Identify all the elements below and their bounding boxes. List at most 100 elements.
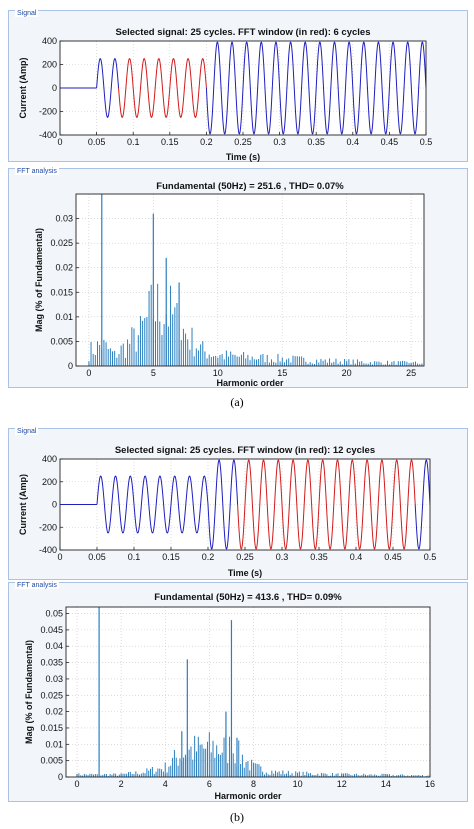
x-tick-label: 0.2 [202, 552, 215, 562]
signal-segment-3 [205, 41, 426, 135]
x-tick-label: 0.05 [88, 137, 106, 147]
y-tick-label: 0 [58, 772, 63, 782]
y-tick-label: 0.005 [50, 336, 73, 346]
x-tick-label: 0.25 [234, 137, 252, 147]
x-tick-label: 0 [57, 137, 62, 147]
y-axis-label: Current (Amp) [18, 474, 28, 535]
plot-title: Fundamental (50Hz) = 413.6 , THD= 0.09% [154, 592, 342, 603]
plot-frame [75, 193, 425, 367]
x-tick-label: 2 [119, 779, 124, 789]
plot-title: Fundamental (50Hz) = 251.6 , THD= 0.07% [156, 181, 344, 192]
x-tick-label: 8 [251, 779, 256, 789]
y-tick-label: -400 [39, 130, 57, 140]
x-tick-label: 0.45 [384, 552, 402, 562]
x-tick-label: 0.1 [127, 137, 140, 147]
x-tick-label: 16 [425, 779, 435, 789]
y-tick-label: 0.01 [45, 739, 63, 749]
y-tick-label: 0.035 [40, 658, 63, 668]
signal-segment-1 [96, 475, 209, 534]
x-axis-label: Time (s) [228, 568, 262, 578]
plot-area [76, 194, 424, 366]
signal-traces [60, 41, 426, 135]
x-tick-label: 4 [163, 779, 168, 789]
x-tick-label: 0.35 [307, 137, 325, 147]
x-axis-label: Time (s) [226, 152, 260, 162]
signal-segment-2 [207, 459, 239, 550]
y-tick-label: 0 [68, 361, 73, 371]
x-tick-label: 15 [277, 368, 287, 378]
y-axis-label: Current (Amp) [18, 58, 28, 119]
y-tick-label: 0.045 [40, 625, 63, 635]
x-tick-label: 20 [342, 368, 352, 378]
x-axis-label: Harmonic order [214, 791, 282, 801]
x-tick-label: 0.3 [276, 552, 289, 562]
plot-sigB: 0 0.05 0.1 0.15 0.2 0.25 0.3 0.35 0.4 0.45 0.5 -400… [18, 445, 436, 578]
y-tick-label: 0.005 [40, 756, 63, 766]
figure-label-a: (a) [230, 395, 244, 409]
plot-title: Selected signal: 25 cycles. FFT window (… [115, 445, 375, 456]
x-tick-label: 25 [406, 368, 416, 378]
signal-segment-3 [237, 459, 416, 550]
y-tick-label: 0.02 [45, 707, 63, 717]
x-tick-label: 14 [381, 779, 391, 789]
x-tick-label: 0.25 [236, 552, 254, 562]
x-tick-label: 0 [75, 779, 80, 789]
y-tick-label: -400 [39, 545, 57, 555]
x-tick-label: 0.2 [200, 137, 213, 147]
fft-bars [88, 194, 423, 366]
y-tick-label: 400 [42, 36, 57, 46]
signal-traces [60, 459, 430, 550]
fft-bars [76, 607, 431, 777]
plot-area [66, 607, 430, 777]
x-tick-label: 0.4 [350, 552, 363, 562]
plot-fftA: 0 5 10 15 20 25 0 0.005 0.01 0.015 0.02 0.025 0.03 Fu… [34, 181, 425, 388]
signal-segment-2 [118, 58, 207, 118]
x-tick-label: 10 [293, 779, 303, 789]
plot-fftB: 0 2 4 6 8 10 12 14 16 0 0.005 0.01 0.015 0.02 0.025 0.0… [24, 592, 435, 801]
y-tick-label: 0 [52, 500, 57, 510]
x-tick-label: 0.4 [347, 137, 360, 147]
x-tick-label: 5 [151, 368, 156, 378]
y-tick-label: 0.04 [45, 641, 63, 651]
signal-segment-1 [96, 58, 120, 118]
y-tick-label: 0.02 [55, 263, 73, 273]
y-axis-label: Mag (% of Fundamental) [24, 640, 34, 744]
y-tick-label: -200 [39, 522, 57, 532]
x-tick-label: 0.45 [381, 137, 399, 147]
plot-frame [59, 40, 427, 136]
plot-sigA: 0 0.05 0.1 0.15 0.2 0.25 0.3 0.35 0.4 0.45 0.5 -400… [18, 27, 432, 162]
panel-label-signal-b: Signal [15, 428, 39, 435]
y-tick-label: -200 [39, 107, 57, 117]
y-tick-label: 200 [42, 477, 57, 487]
x-tick-label: 0.05 [88, 552, 106, 562]
plot-frame [65, 606, 431, 778]
y-tick-label: 0.05 [45, 609, 63, 619]
y-tick-label: 0 [52, 83, 57, 93]
x-tick-label: 0 [57, 552, 62, 562]
y-tick-label: 0.025 [50, 238, 73, 248]
x-tick-label: 0.1 [128, 552, 141, 562]
y-tick-label: 0.015 [50, 287, 73, 297]
x-tick-label: 10 [213, 368, 223, 378]
figure-label-b: (b) [230, 810, 244, 824]
x-tick-label: 0.5 [424, 552, 437, 562]
y-tick-label: 0.015 [40, 723, 63, 733]
plot-frame [59, 458, 431, 551]
signal-segment-4 [414, 459, 430, 550]
panel-label-fft-b: FFT analysis [15, 582, 59, 589]
y-tick-label: 0.025 [40, 690, 63, 700]
y-tick-label: 0.03 [55, 214, 73, 224]
x-tick-label: 0.15 [162, 552, 180, 562]
y-axis-label: Mag (% of Fundamental) [34, 228, 44, 332]
y-tick-label: 0.03 [45, 674, 63, 684]
x-tick-label: 0 [86, 368, 91, 378]
x-tick-label: 0.3 [273, 137, 286, 147]
x-tick-label: 0.5 [420, 137, 433, 147]
x-tick-label: 12 [337, 779, 347, 789]
y-tick-label: 0.01 [55, 312, 73, 322]
panel-label-fft-a: FFT analysis [15, 168, 59, 175]
y-tick-label: 200 [42, 60, 57, 70]
plot-title: Selected signal: 25 cycles. FFT window (… [115, 27, 370, 38]
x-tick-label: 6 [207, 779, 212, 789]
